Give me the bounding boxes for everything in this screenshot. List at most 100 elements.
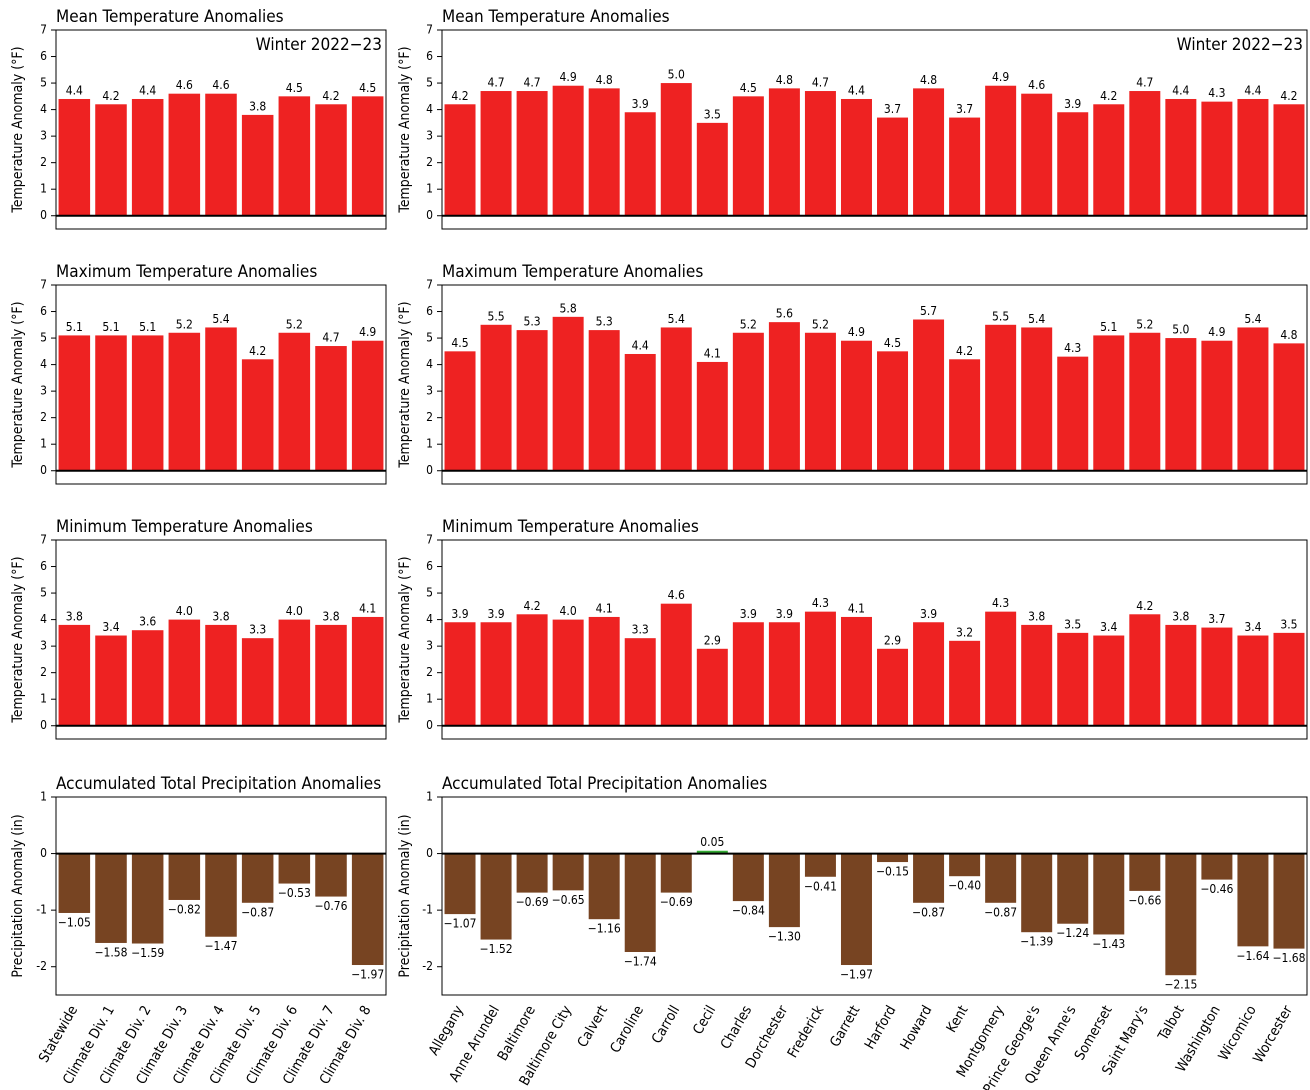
bar (768, 853, 800, 928)
y-tick-label: 0 (40, 463, 47, 477)
x-tick-label: Kent (944, 1003, 972, 1036)
y-tick-label: 1 (426, 437, 433, 451)
value-label: 4.8 (596, 73, 613, 87)
bar (913, 853, 945, 903)
value-label: 5.8 (560, 301, 577, 315)
value-label: 5.3 (596, 315, 613, 329)
value-label: 4.6 (176, 78, 193, 92)
bar (480, 324, 512, 471)
value-label: 4.2 (249, 344, 266, 358)
bar (1201, 853, 1233, 880)
value-label: −0.84 (732, 904, 765, 918)
value-label: 3.9 (920, 607, 937, 621)
y-tick-label: 0 (426, 463, 433, 477)
plot-frame (55, 539, 387, 740)
bar (168, 93, 201, 216)
value-label: 4.1 (359, 601, 376, 615)
bar (205, 624, 237, 726)
plot-frame (441, 796, 1308, 996)
value-label: 3.8 (66, 609, 83, 623)
bar (278, 332, 311, 471)
bar (1237, 98, 1269, 216)
bar (1057, 632, 1089, 726)
value-label: 4.2 (524, 599, 541, 613)
x-tick-label: Garrett (827, 1003, 863, 1050)
bar (205, 93, 237, 216)
bar (877, 117, 909, 216)
value-label: 3.8 (212, 609, 229, 623)
value-label: 4.4 (1172, 83, 1189, 97)
value-label: 4.9 (359, 325, 376, 339)
bar (804, 332, 836, 471)
y-tick-label: 7 (40, 278, 47, 292)
bar (278, 619, 311, 726)
value-label: 4.7 (812, 76, 829, 90)
bar (168, 853, 201, 900)
value-label: 4.3 (1064, 341, 1081, 355)
bar (1165, 98, 1197, 216)
value-label: 5.4 (668, 312, 685, 326)
bar (351, 340, 384, 471)
value-label: 3.9 (451, 607, 468, 621)
y-tick-label: 5 (40, 331, 47, 345)
y-tick-label: -1 (36, 903, 47, 917)
bar (480, 853, 512, 940)
y-tick-label: 6 (426, 304, 433, 318)
value-label: 3.4 (102, 620, 119, 634)
bar (1273, 632, 1305, 726)
value-label: 4.8 (776, 73, 793, 87)
bar (241, 853, 274, 903)
value-label: 4.3 (812, 596, 829, 610)
bar (804, 853, 836, 877)
value-label: 3.9 (1064, 97, 1081, 111)
bar (1057, 356, 1089, 471)
x-tick-label: Carroll (649, 1003, 683, 1047)
bar (58, 853, 91, 913)
bar (1093, 635, 1125, 726)
value-label: 5.1 (66, 320, 83, 334)
bar (660, 83, 692, 216)
bar (913, 88, 945, 216)
value-label: 3.4 (1244, 620, 1261, 634)
plot-frame (55, 29, 387, 230)
bar (660, 603, 692, 726)
bar (949, 640, 981, 726)
bar (315, 853, 347, 897)
bar (1021, 93, 1053, 216)
value-label: 5.6 (776, 307, 793, 321)
value-label: 5.5 (487, 309, 504, 323)
panel-title: Maximum Temperature Anomalies (442, 262, 703, 282)
bar (588, 616, 620, 726)
y-tick-label: 4 (40, 102, 47, 116)
value-label: 3.6 (139, 615, 156, 629)
bar (516, 853, 548, 893)
value-label: 5.5 (992, 309, 1009, 323)
x-tick-label: Charles (718, 1003, 756, 1052)
value-label: −0.15 (876, 865, 909, 879)
plot-frame (55, 284, 387, 485)
value-label: 3.3 (249, 623, 266, 637)
y-axis-label: Temperature Anomaly (°F) (397, 301, 413, 468)
value-label: 4.4 (139, 83, 156, 97)
value-label: 3.4 (1100, 620, 1117, 634)
bar (351, 616, 384, 726)
panel-title: Minimum Temperature Anomalies (442, 517, 699, 537)
value-label: 4.6 (212, 78, 229, 92)
value-label: 3.8 (1028, 609, 1045, 623)
value-label: −1.58 (94, 945, 127, 959)
y-tick-label: 5 (40, 586, 47, 600)
y-tick-label: 2 (426, 410, 433, 424)
bar (1201, 627, 1233, 726)
bar (95, 104, 127, 216)
value-label: 4.8 (1280, 328, 1297, 342)
value-label: 4.9 (992, 70, 1009, 84)
value-label: −0.46 (1200, 882, 1233, 896)
y-axis-label: Precipitation Anomaly (in) (10, 814, 26, 977)
bar (1057, 112, 1089, 216)
value-label: 3.5 (1064, 617, 1081, 631)
bar (1129, 332, 1161, 471)
value-label: 4.4 (632, 338, 649, 352)
panel-title: Maximum Temperature Anomalies (56, 262, 317, 282)
y-tick-label: 4 (426, 612, 433, 626)
